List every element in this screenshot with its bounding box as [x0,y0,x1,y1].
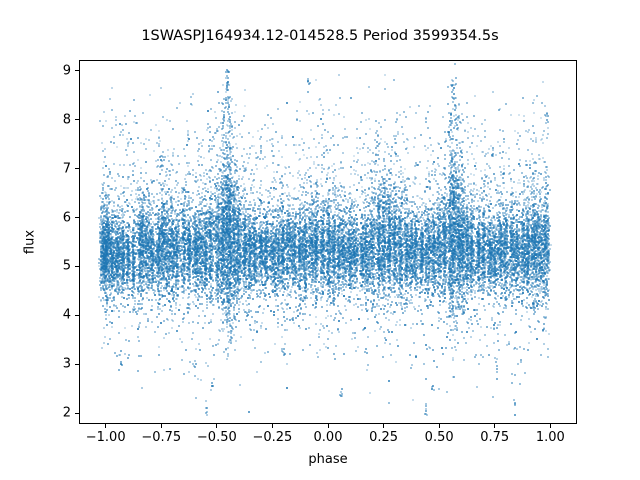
x-tick-mark [160,424,162,428]
x-tick-label: −0.75 [141,430,182,445]
y-tick-mark [75,70,79,72]
x-tick-mark [216,424,218,428]
x-tick-label: 0.50 [424,430,454,445]
y-tick-label: 3 [62,356,71,372]
y-tick-label: 9 [62,63,71,79]
y-tick-mark [75,314,79,316]
x-axis-label: phase [308,452,348,467]
axes-frame [79,60,577,424]
y-tick-mark [75,217,79,219]
y-tick-mark [75,412,79,414]
x-tick-mark [271,424,273,428]
x-tick-mark [383,424,385,428]
y-axis-label: flux [22,229,38,255]
x-tick-mark [494,424,496,428]
x-tick-mark [549,424,551,428]
y-tick-mark [75,168,79,170]
x-tick-label: −0.25 [252,430,293,445]
x-tick-mark [327,424,329,428]
x-tick-label: −0.50 [196,430,237,445]
y-tick-mark [75,265,79,267]
y-tick-mark [75,363,79,365]
y-tick-label: 6 [62,210,71,226]
x-tick-label: 0.00 [313,430,343,445]
y-tick-label: 7 [62,161,71,177]
y-tick-label: 5 [62,258,71,274]
y-tick-label: 4 [62,307,71,323]
y-tick-label: 8 [62,112,71,128]
x-tick-label: 0.75 [480,430,510,445]
page-title: 1SWASPJ164934.12-014528.5 Period 3599354… [141,28,499,44]
y-tick-mark [75,119,79,121]
y-tick-label: 2 [62,405,71,421]
x-tick-label: 0.25 [369,430,399,445]
scatter-plot-canvas [80,61,576,423]
x-tick-label: 1.00 [535,430,565,445]
x-tick-mark [438,424,440,428]
x-tick-mark [105,424,107,428]
x-tick-label: −1.00 [85,430,126,445]
